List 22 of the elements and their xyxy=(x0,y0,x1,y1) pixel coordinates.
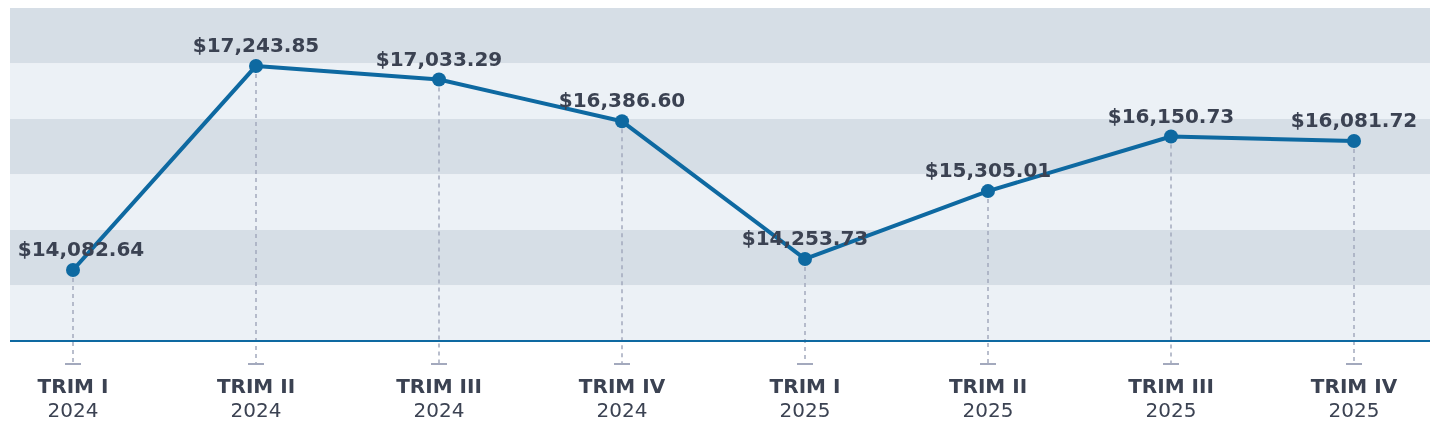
point xyxy=(1347,133,1361,148)
point xyxy=(432,72,446,87)
point xyxy=(66,262,80,277)
data-label: $17,033.29 xyxy=(375,46,503,71)
data-label: $15,305.01 xyxy=(924,158,1052,183)
data-label: $16,386.60 xyxy=(558,88,686,113)
data-label: $16,081.72 xyxy=(1290,107,1418,132)
point xyxy=(981,184,995,199)
point xyxy=(249,58,263,73)
data-label: $17,243.85 xyxy=(192,32,320,57)
x-tick-label: TRIM IV 2024 xyxy=(578,374,666,422)
point xyxy=(798,251,812,266)
x-tick-label: TRIM I 2024 xyxy=(37,374,109,422)
x-tick-label: TRIM I 2025 xyxy=(769,374,841,422)
x-tick-label: TRIM II 2024 xyxy=(216,374,296,422)
x-tick-label: TRIM IV 2025 xyxy=(1310,374,1398,422)
data-label: $16,150.73 xyxy=(1107,103,1235,128)
point xyxy=(615,114,629,129)
x-tick-label: TRIM III 2025 xyxy=(1128,374,1214,422)
x-tick-label: TRIM III 2024 xyxy=(396,374,482,422)
point xyxy=(1164,129,1178,144)
x-tick-label: TRIM II 2025 xyxy=(948,374,1028,422)
